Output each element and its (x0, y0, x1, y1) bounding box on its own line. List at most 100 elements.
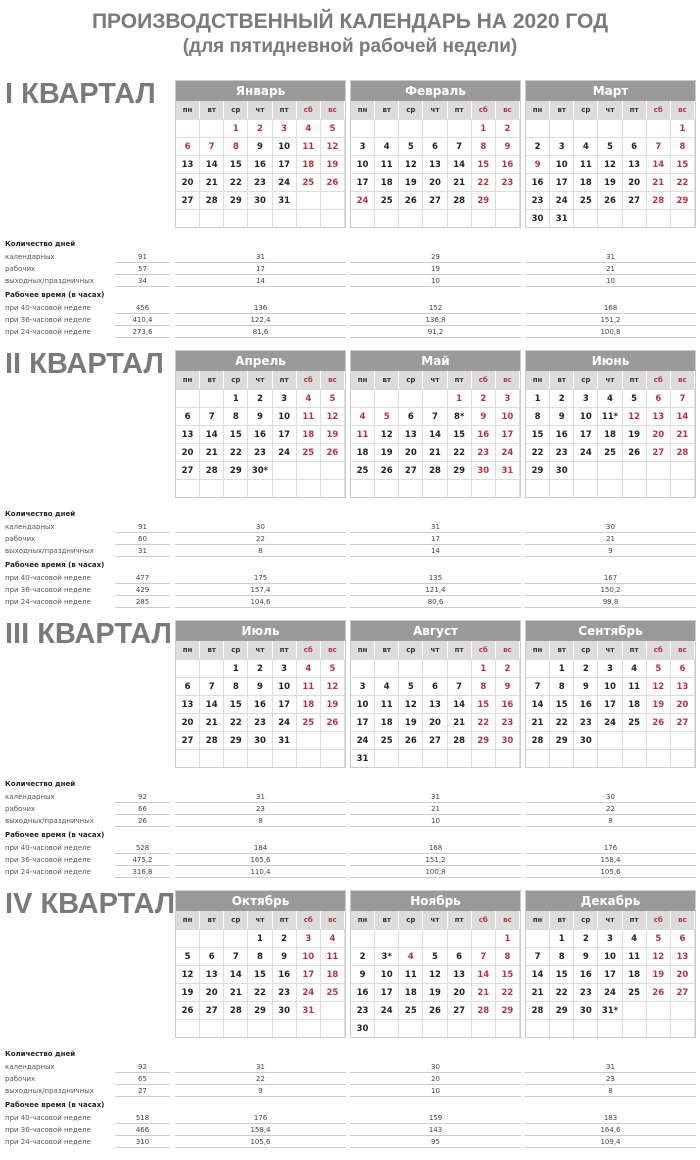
day-cell: 29 (224, 731, 249, 749)
empty-cell (447, 749, 472, 767)
day-cell: 8 (224, 137, 249, 155)
day-cell: 7 (447, 677, 472, 695)
weekday-label: вт (550, 371, 575, 389)
month-stat: 8 (525, 815, 696, 827)
stats-row-calendar: календарных 92 31 31 30 (0, 791, 700, 803)
day-cell: 23 (574, 713, 599, 731)
weekday-label: чт (598, 101, 623, 119)
day-cell: 4 (622, 659, 647, 677)
day-cell: 22 (526, 443, 551, 461)
day-cell: 27 (622, 191, 647, 209)
quarter-label: I КВАРТАЛ (5, 78, 156, 110)
stats-row-off: выходных/праздничных 34 14 10 10 (0, 275, 700, 287)
month-stat: 29 (350, 251, 521, 263)
month-stat: 91,2 (350, 326, 521, 338)
day-cell: 12 (598, 155, 623, 173)
week-row: 16 17 18 19 20 21 22 (526, 173, 695, 191)
weekday-label: вт (200, 911, 225, 929)
day-cell: 25 (622, 713, 647, 731)
empty-cell (598, 1019, 623, 1037)
empty-cell (495, 209, 520, 227)
empty-cell (200, 479, 225, 497)
day-cell: 5 (598, 137, 623, 155)
day-cell: 23 (248, 173, 273, 191)
empty-cell (495, 1019, 520, 1037)
week-row: 7 8 9 10 11 12 13 (526, 677, 695, 695)
empty-cell (598, 461, 623, 479)
day-cell: 19 (320, 155, 345, 173)
day-cell: 5 (399, 137, 424, 155)
day-cell: 7 (670, 389, 695, 407)
empty-cell (399, 659, 424, 677)
empty-cell (670, 479, 695, 497)
day-cell: 24 (375, 1001, 400, 1019)
empty-cell (320, 731, 345, 749)
month-name: Сентябрь (526, 621, 695, 641)
day-cell: 1 (495, 929, 520, 947)
day-cell: 12 (320, 137, 345, 155)
quarter-label: IV КВАРТАЛ (5, 888, 176, 920)
week-row: 7 8 9 10 11 12 13 (526, 947, 695, 965)
empty-cell (176, 1019, 201, 1037)
day-cell: 17 (495, 425, 520, 443)
day-cell: 14 (423, 425, 448, 443)
day-cell: 30 (471, 461, 496, 479)
week-row: 21 22 23 24 25 26 27 (526, 983, 695, 1001)
day-cell: 29 (526, 461, 551, 479)
empty-cell (423, 479, 448, 497)
month-2: Февраль пн вт ср чт пт сб вс 1 2 3 4 5 6 7 8 9 10 11 12 13 14… (350, 80, 521, 228)
empty-cell (320, 479, 345, 497)
empty-cell (399, 479, 424, 497)
week-row: 30 31 (526, 209, 695, 227)
weekday-label: ср (399, 101, 424, 119)
day-cell: 10 (351, 695, 376, 713)
day-cell: 6 (176, 407, 201, 425)
empty-cell (248, 479, 273, 497)
stats-row-h36: при 36-часовой неделе 410,4 122,4 136,8 151… (0, 314, 700, 326)
day-cell: 19 (646, 965, 671, 983)
day-cell: 10 (550, 155, 575, 173)
week-row: 27 28 29 30 31 (176, 191, 345, 209)
week-row: 27 28 29 30 31 (176, 731, 345, 749)
day-cell: 18 (375, 713, 400, 731)
empty-cell (375, 119, 400, 137)
day-cell: 28 (200, 461, 225, 479)
weekday-label: вт (375, 371, 400, 389)
day-cell: 6 (423, 677, 448, 695)
day-cell: 15 (471, 695, 496, 713)
empty-cell (423, 929, 448, 947)
quarter-total: 410,4 (115, 314, 170, 326)
weekday-label: пт (272, 911, 297, 929)
day-cell: 13 (176, 695, 201, 713)
empty-cell (320, 209, 345, 227)
month-stat: 158,4 (175, 1124, 346, 1136)
weekday-label: пт (622, 641, 647, 659)
day-cell: 15 (550, 695, 575, 713)
day-cell: 5 (399, 677, 424, 695)
stats-label: календарных (5, 793, 55, 801)
stats-row-h40: при 40-часовой неделе 528 184 168 176 (0, 842, 700, 854)
month-stat: 158,4 (525, 854, 696, 866)
weekday-label: пт (272, 101, 297, 119)
month-stat: 136 (175, 302, 346, 314)
hours-heading: Рабочее время (в часах) (5, 1101, 105, 1109)
day-cell: 22 (224, 173, 249, 191)
quarter-total: 57 (115, 263, 170, 275)
weekday-label: ср (399, 371, 424, 389)
empty-cell (670, 209, 695, 227)
weekday-label: чт (248, 371, 273, 389)
stats-row-working: рабочих 60 22 17 21 (0, 533, 700, 545)
weekday-label: вт (200, 371, 225, 389)
day-cell: 2 (550, 389, 575, 407)
day-cell: 6 (670, 659, 695, 677)
quarter-4: IV КВАРТАЛ Октябрь пн вт ср чт пт сб вс 1 2 3 4 5 6 7 8… (0, 888, 700, 1160)
weekday-label: пт (622, 101, 647, 119)
empty-cell (526, 929, 551, 947)
day-cell: 24 (272, 173, 297, 191)
empty-cell (471, 479, 496, 497)
day-cell: 1 (224, 119, 249, 137)
day-cell: 21 (526, 713, 551, 731)
day-cell: 7 (526, 947, 551, 965)
weekday-label: вс (320, 641, 345, 659)
